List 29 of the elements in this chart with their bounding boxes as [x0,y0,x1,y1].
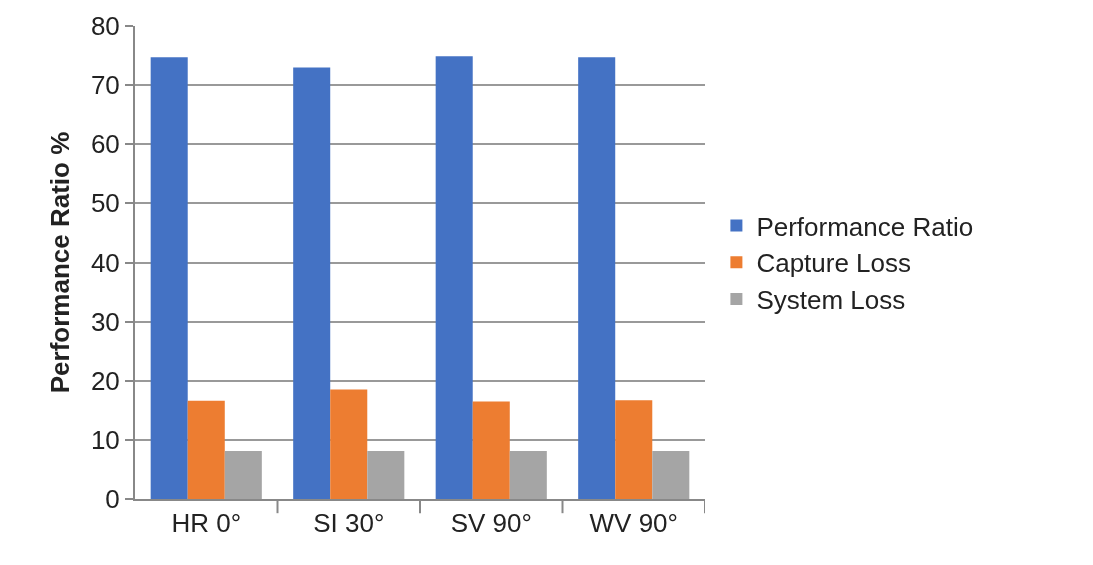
bar [472,401,510,499]
x-tick-label: SI 30° [313,508,385,539]
y-tick-label: 60 [90,129,120,160]
y-axis-title: Performance Ratio % [44,131,75,394]
bar [187,400,225,499]
x-tick-label: HR 0° [171,508,242,539]
y-tick-label: 70 [90,70,120,101]
bar [367,451,405,499]
y-tick-label: 30 [90,306,120,337]
bar [224,451,262,499]
bar [293,67,331,499]
bar [509,451,547,499]
y-tick-label: 0 [105,484,120,515]
y-tick-label: 80 [90,11,120,42]
bar [150,57,188,499]
y-tick-label: 10 [90,424,120,455]
bar [578,57,616,499]
bar [435,56,473,499]
x-tick-label: WV 90° [589,508,678,539]
bar [615,400,653,499]
legend-label: System Loss [756,285,906,316]
y-tick-label: 20 [90,365,120,396]
x-tick-label: SV 90° [450,508,532,539]
y-tick-label: 40 [90,247,120,278]
y-tick-label: 50 [90,188,120,219]
bar [652,451,690,499]
legend-label: Capture Loss [756,248,912,279]
bar [330,389,368,499]
legend-label: Performance Ratio [756,211,974,242]
